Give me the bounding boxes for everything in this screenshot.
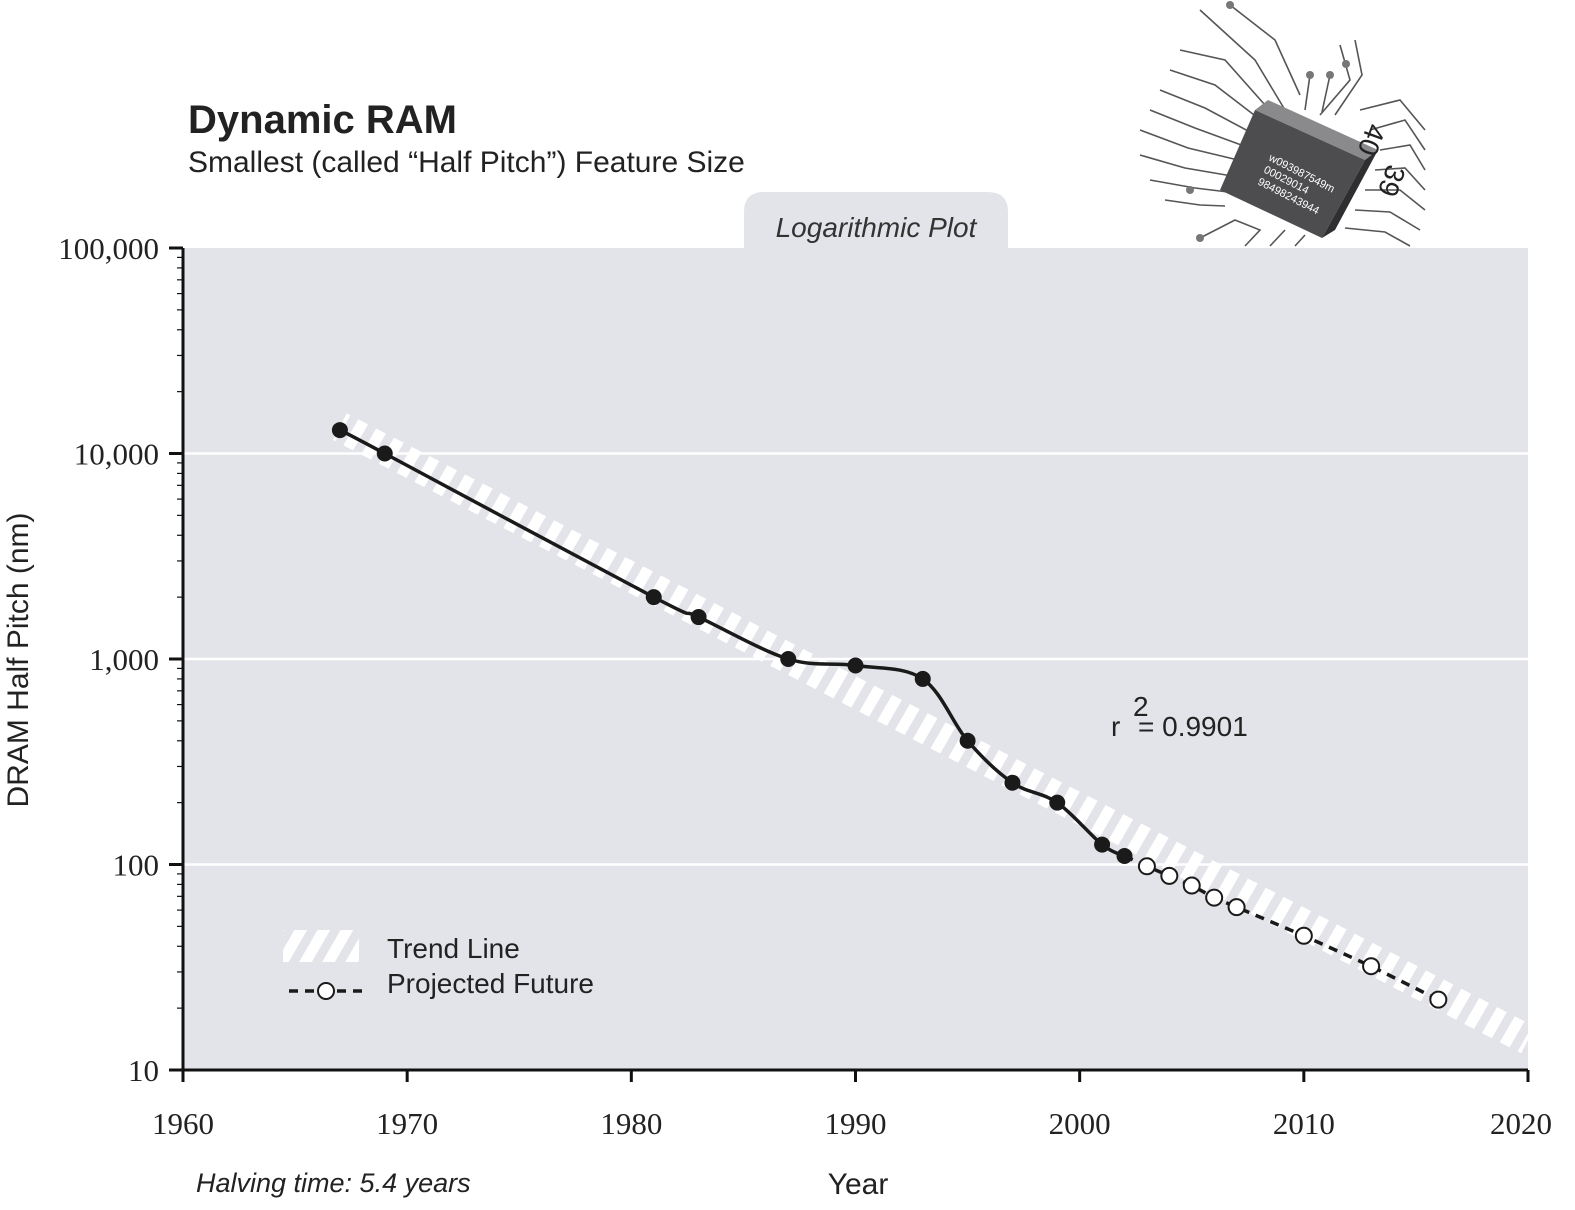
historical-point [1116,847,1133,864]
historical-point [847,657,864,674]
historical-point [780,651,797,667]
x-tick-label: 1980 [600,1106,662,1141]
historical-point [331,422,348,439]
historical-point [959,732,976,749]
projected-point [1227,898,1246,917]
historical-point [1049,794,1066,811]
x-tick-label: 2010 [1273,1106,1335,1141]
projected-point [1182,876,1201,895]
halving-time-note: Halving time: 5.4 years [196,1168,471,1198]
projected-point [1429,990,1448,1009]
projected-point [1205,888,1224,907]
legend: Trend Line Projected Future [283,930,594,1000]
projected-point [1294,926,1313,945]
x-tick-label: 1970 [376,1106,438,1141]
historical-point [376,445,393,462]
y-tick-label: 10,000 [74,437,159,472]
chart-subtitle: Smallest (called “Half Pitch”) Feature S… [188,146,745,179]
x-axis-title: Year [828,1168,889,1201]
y-tick-label: 10 [128,1053,159,1088]
historical-point [1004,774,1021,791]
x-tick-label: 1960 [152,1106,214,1141]
projected-point [1160,866,1179,885]
historical-point [914,670,931,687]
axis-layer: 100,000 10,000 1,000 100 10 1960 1970 1980 1990 2… [58,231,1552,1141]
y-tick-label: 1,000 [89,642,159,677]
legend-trend-label: Trend Line [387,933,520,964]
trend-layer [333,413,1528,1054]
legend-projected-marker [317,982,335,1000]
projected-point [1137,857,1156,876]
chart-title: Dynamic RAM [188,98,457,142]
r2-label: r [1111,711,1120,742]
historical-point [1094,836,1111,853]
r2-exponent: 2 [1133,691,1149,722]
r2-value: = 0.9901 [1138,711,1248,742]
x-tick-label: 2000 [1049,1106,1111,1141]
legend-trend-swatch [283,930,359,962]
trend-line [333,413,1528,1054]
y-tick-label: 100 [113,848,160,883]
plot-tab-label: Logarithmic Plot [776,212,978,243]
chip-illustration: w093987549m 00029014 98498243944 40 39 [1139,1,1426,247]
y-axis-title: DRAM Half Pitch (nm) [2,512,35,807]
legend-projected-label: Projected Future [387,968,594,999]
x-tick-label: 2020 [1490,1106,1552,1141]
projected-point [1362,957,1381,976]
historical-point [690,609,707,626]
historical-point [645,589,662,606]
x-tick-label: 1990 [825,1106,887,1141]
plot-tab [744,192,1008,248]
y-tick-label: 100,000 [58,231,159,266]
series-layer [331,422,1448,1009]
